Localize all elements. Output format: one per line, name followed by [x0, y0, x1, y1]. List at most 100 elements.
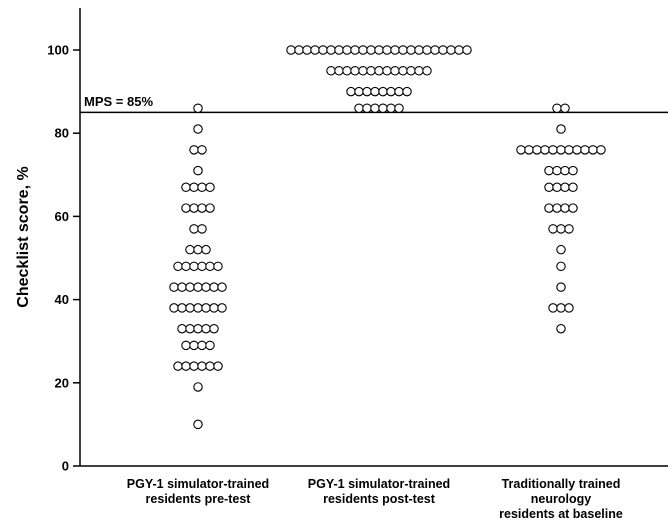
category-label-line: Traditionally trained	[502, 477, 621, 491]
data-point	[560, 182, 570, 193]
data-point	[516, 145, 526, 155]
data-point	[568, 182, 578, 193]
data-point	[185, 323, 195, 334]
data-point	[350, 66, 360, 76]
data-point	[556, 224, 566, 234]
data-point	[181, 182, 191, 193]
data-point	[197, 145, 207, 155]
data-point	[524, 145, 534, 155]
data-point	[394, 86, 404, 97]
category-label-line: residents pre-test	[146, 492, 252, 506]
y-tick-label: 40	[55, 292, 69, 307]
data-point	[181, 261, 191, 272]
data-point	[552, 103, 562, 113]
data-point	[302, 45, 312, 55]
data-point	[548, 224, 558, 234]
data-point	[552, 203, 562, 213]
data-point	[438, 45, 448, 55]
data-point	[286, 45, 296, 55]
data-point	[552, 182, 562, 193]
data-point	[205, 361, 215, 371]
category-label-line: neurology	[531, 492, 591, 506]
data-point	[394, 103, 404, 113]
data-point	[326, 66, 336, 76]
category-label-line: PGY-1 simulator-trained	[308, 477, 450, 491]
data-point	[294, 45, 304, 55]
data-point	[386, 86, 396, 97]
data-point	[366, 66, 376, 76]
data-point	[193, 103, 203, 113]
data-point	[370, 86, 380, 97]
data-point	[398, 66, 408, 76]
data-point	[540, 145, 550, 155]
data-point	[193, 124, 203, 134]
data-point	[334, 66, 344, 76]
data-point	[346, 86, 356, 97]
data-point	[189, 145, 199, 155]
data-point	[189, 182, 199, 193]
data-point	[556, 261, 566, 272]
data-point	[382, 45, 392, 55]
data-point	[552, 165, 562, 176]
y-axis-label: Checklist score, %	[15, 166, 32, 307]
data-point	[414, 45, 424, 55]
data-point	[209, 323, 219, 334]
data-point	[374, 45, 384, 55]
data-point	[454, 45, 464, 55]
data-point	[422, 66, 432, 76]
data-point	[358, 66, 368, 76]
data-point	[370, 103, 380, 113]
data-point	[402, 86, 412, 97]
data-point	[209, 282, 219, 292]
data-point	[334, 45, 344, 55]
category-label-line: residents post-test	[323, 492, 436, 506]
data-point	[350, 45, 360, 55]
data-point	[310, 45, 320, 55]
data-point	[548, 145, 558, 155]
data-point	[354, 103, 364, 113]
data-point	[205, 340, 215, 351]
data-point	[318, 45, 328, 55]
data-point	[572, 145, 582, 155]
data-point	[169, 303, 179, 313]
data-point	[342, 45, 352, 55]
data-point	[446, 45, 456, 55]
data-point	[568, 203, 578, 213]
y-tick-label: 60	[55, 209, 69, 224]
data-point	[556, 323, 566, 334]
data-point	[205, 203, 215, 213]
data-point	[362, 86, 372, 97]
data-points	[169, 45, 606, 430]
data-point	[406, 66, 416, 76]
data-point	[588, 145, 598, 155]
data-point	[197, 203, 207, 213]
mps-reference-label: MPS = 85%	[84, 94, 153, 109]
data-point	[556, 124, 566, 134]
y-tick-label: 20	[55, 375, 69, 390]
data-point	[213, 361, 223, 371]
y-tick-label: 80	[55, 126, 69, 141]
data-point	[544, 203, 554, 213]
data-point	[532, 145, 542, 155]
data-point	[197, 261, 207, 272]
data-point	[406, 45, 416, 55]
data-point	[386, 103, 396, 113]
data-point	[414, 66, 424, 76]
data-point	[185, 282, 195, 292]
category-label-line: PGY-1 simulator-trained	[127, 477, 269, 491]
data-point	[382, 66, 392, 76]
data-point	[201, 323, 211, 334]
data-point	[201, 282, 211, 292]
data-point	[209, 303, 219, 313]
data-point	[197, 182, 207, 193]
data-point	[544, 182, 554, 193]
data-point	[217, 282, 227, 292]
data-point	[378, 86, 388, 97]
data-point	[560, 103, 570, 113]
data-point	[560, 203, 570, 213]
data-point	[201, 244, 211, 255]
data-point	[177, 282, 187, 292]
data-point	[197, 361, 207, 371]
